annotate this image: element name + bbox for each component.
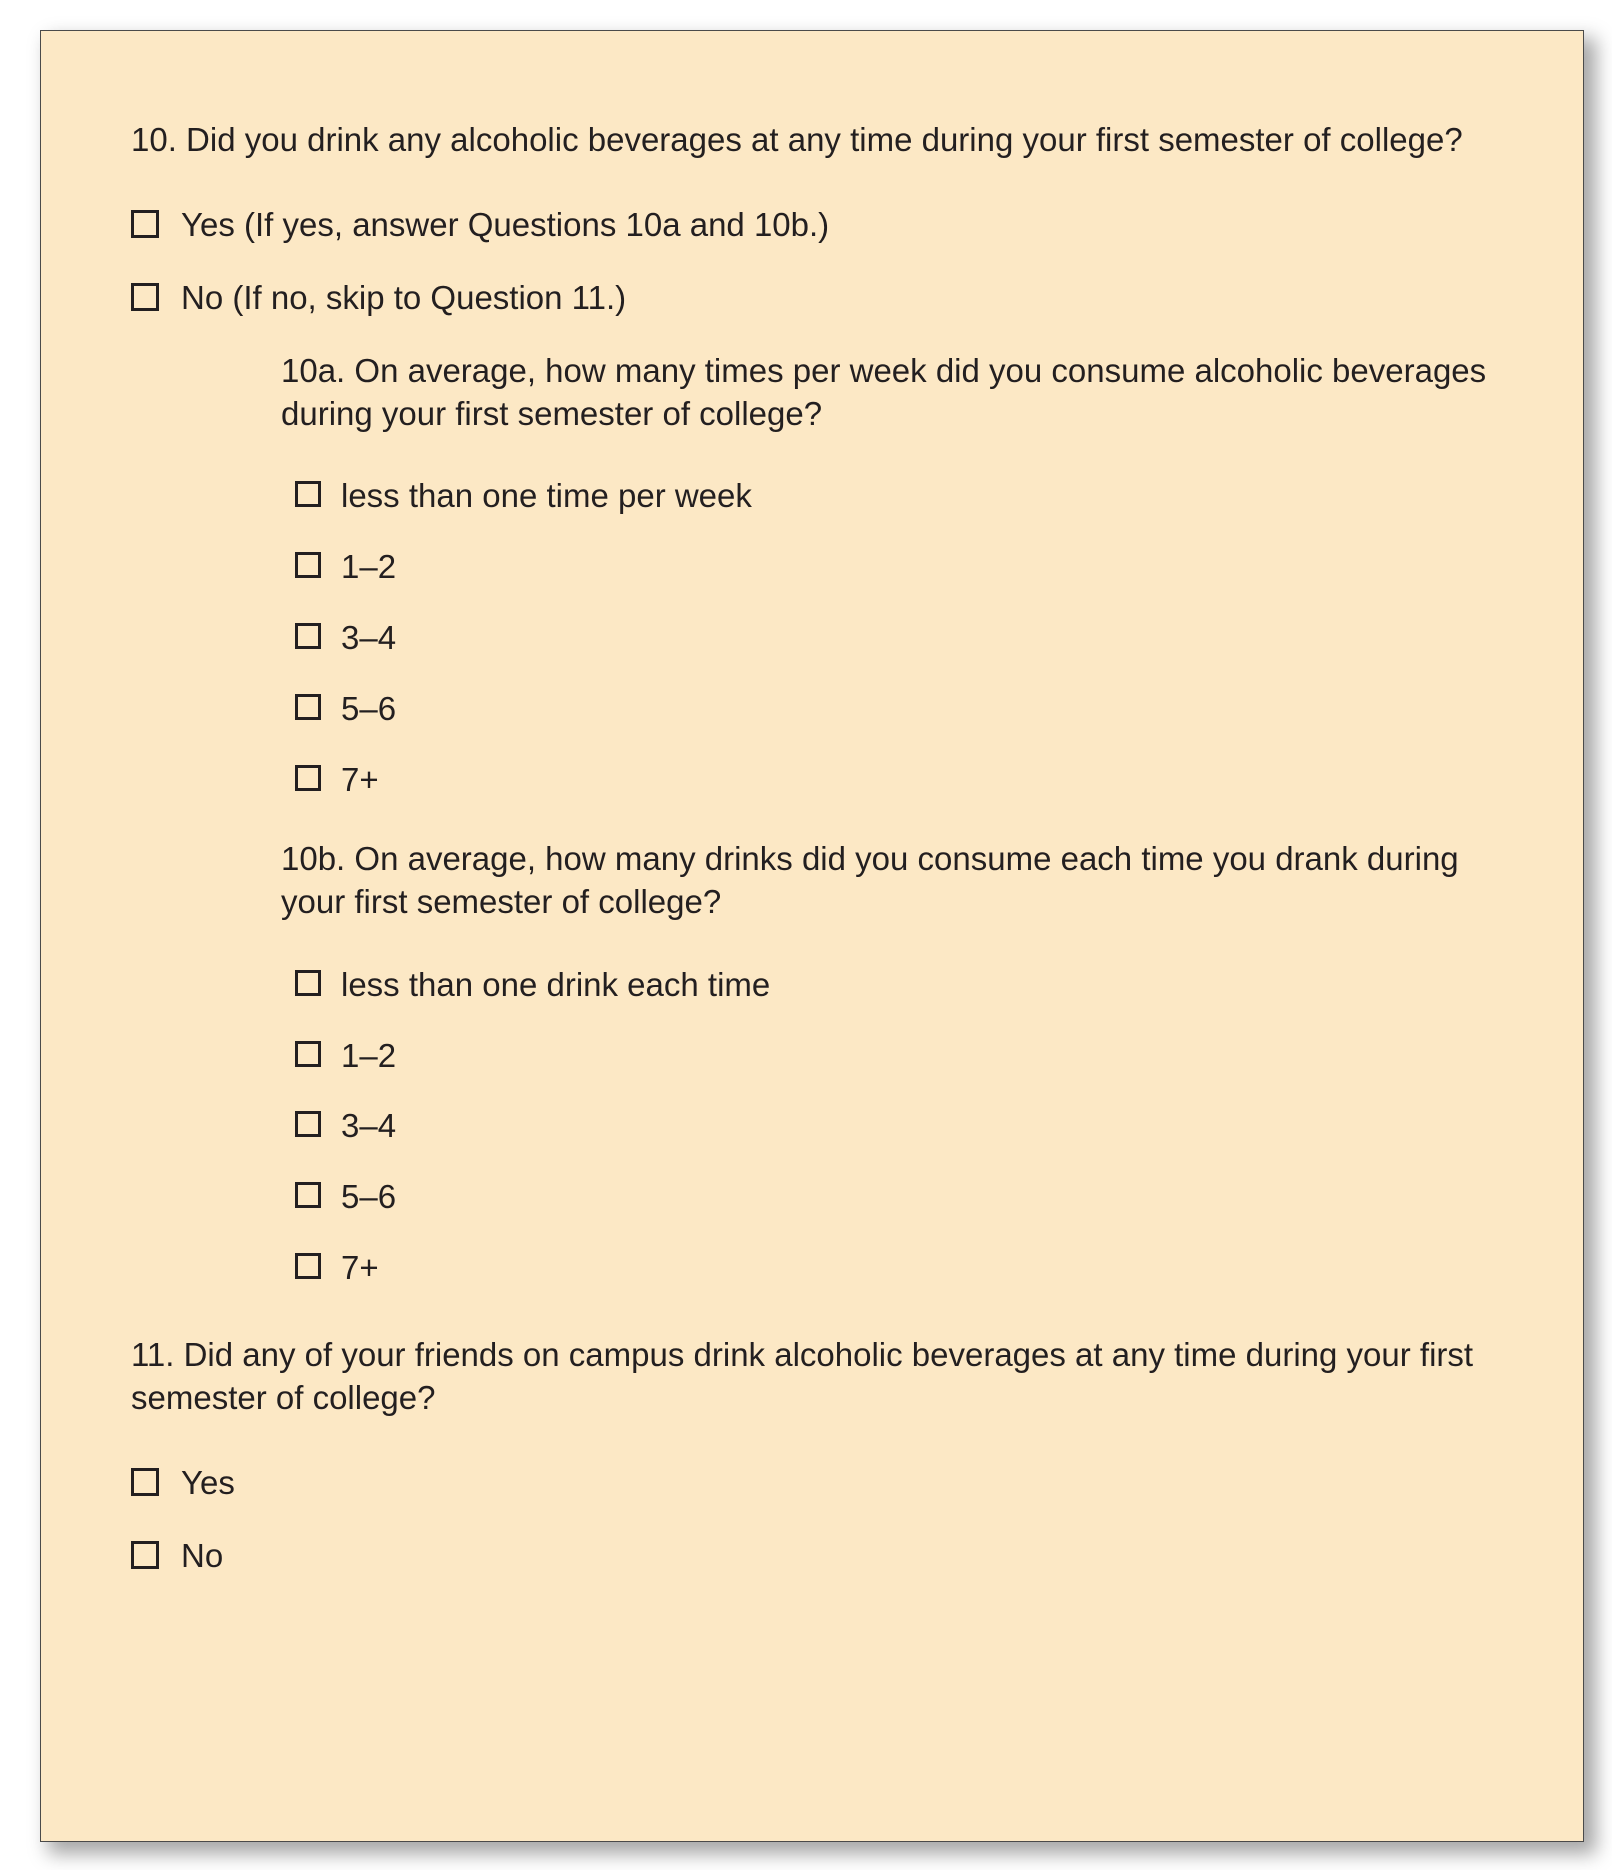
q10a-option-1-label: 1–2 [341, 546, 1493, 589]
checkbox-icon[interactable] [131, 210, 159, 238]
checkbox-icon[interactable] [295, 623, 321, 649]
q10-option-no[interactable]: No (If no, skip to Question 11.) [131, 277, 1493, 320]
question-10b-text: 10b. On average, how many drinks did you… [281, 838, 1493, 924]
checkbox-icon[interactable] [295, 1182, 321, 1208]
survey-page: 10. Did you drink any alcoholic beverage… [40, 30, 1584, 1842]
checkbox-icon[interactable] [131, 283, 159, 311]
checkbox-icon[interactable] [295, 1253, 321, 1279]
checkbox-icon[interactable] [295, 481, 321, 507]
q11-option-yes-label: Yes [181, 1462, 1493, 1505]
q10-option-yes[interactable]: Yes (If yes, answer Questions 10a and 10… [131, 204, 1493, 247]
q10a-option-0-label: less than one time per week [341, 475, 1493, 518]
q10b-option-2-label: 3–4 [341, 1105, 1493, 1148]
q10b-option-1[interactable]: 1–2 [295, 1035, 1493, 1078]
checkbox-icon[interactable] [131, 1468, 159, 1496]
q11-option-no-label: No [181, 1535, 1493, 1578]
question-10-text: 10. Did you drink any alcoholic beverage… [131, 119, 1493, 162]
q11-option-yes[interactable]: Yes [131, 1462, 1493, 1505]
q10a-option-2[interactable]: 3–4 [295, 617, 1493, 660]
q10b-option-3[interactable]: 5–6 [295, 1176, 1493, 1219]
q10b-option-0[interactable]: less than one drink each time [295, 964, 1493, 1007]
q10-option-no-label: No (If no, skip to Question 11.) [181, 277, 1493, 320]
checkbox-icon[interactable] [131, 1541, 159, 1569]
q10a-option-2-label: 3–4 [341, 617, 1493, 660]
q10a-option-3[interactable]: 5–6 [295, 688, 1493, 731]
question-11-text: 11. Did any of your friends on campus dr… [131, 1334, 1493, 1420]
checkbox-icon[interactable] [295, 552, 321, 578]
q10a-option-0[interactable]: less than one time per week [295, 475, 1493, 518]
q10b-option-2[interactable]: 3–4 [295, 1105, 1493, 1148]
q10a-option-1[interactable]: 1–2 [295, 546, 1493, 589]
question-10b: 10b. On average, how many drinks did you… [281, 838, 1493, 1290]
question-10a-text: 10a. On average, how many times per week… [281, 350, 1493, 436]
q10b-option-4[interactable]: 7+ [295, 1247, 1493, 1290]
q10a-option-4[interactable]: 7+ [295, 759, 1493, 802]
checkbox-icon[interactable] [295, 970, 321, 996]
question-10: 10. Did you drink any alcoholic beverage… [131, 119, 1493, 1290]
checkbox-icon[interactable] [295, 694, 321, 720]
q10a-option-3-label: 5–6 [341, 688, 1493, 731]
q10a-option-4-label: 7+ [341, 759, 1493, 802]
checkbox-icon[interactable] [295, 765, 321, 791]
q11-option-no[interactable]: No [131, 1535, 1493, 1578]
q10b-option-0-label: less than one drink each time [341, 964, 1493, 1007]
checkbox-icon[interactable] [295, 1041, 321, 1067]
q10b-option-4-label: 7+ [341, 1247, 1493, 1290]
q10-option-yes-label: Yes (If yes, answer Questions 10a and 10… [181, 204, 1493, 247]
q10b-option-1-label: 1–2 [341, 1035, 1493, 1078]
q10b-option-3-label: 5–6 [341, 1176, 1493, 1219]
question-11: 11. Did any of your friends on campus dr… [131, 1334, 1493, 1578]
question-10a: 10a. On average, how many times per week… [281, 350, 1493, 802]
checkbox-icon[interactable] [295, 1111, 321, 1137]
